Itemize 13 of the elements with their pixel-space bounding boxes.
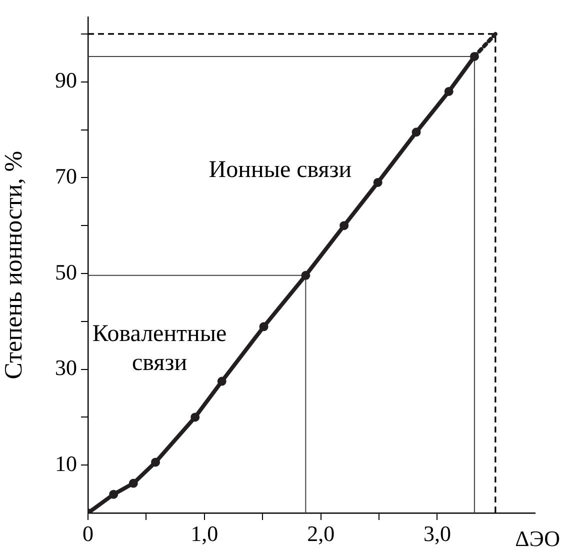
y-tick-label: 10 — [55, 450, 77, 476]
y-tick-label: 30 — [55, 355, 77, 380]
annotation: Ковалентные связи — [92, 320, 227, 376]
annotation: Ионные связи — [208, 157, 352, 184]
x-tick-label: 3,0 — [423, 520, 451, 546]
x-tick-label: 1,0 — [190, 520, 218, 546]
y-axis-title: Степень ионности, % — [0, 150, 28, 380]
y-tick-label: 50 — [55, 259, 77, 284]
y-tick-label: 70 — [55, 163, 77, 188]
x-tick-label: 0 — [82, 520, 94, 546]
x-tick-label: 2,0 — [307, 520, 335, 546]
y-tick-label: 90 — [55, 68, 77, 93]
x-axis-title: ΔЭО — [515, 526, 560, 551]
